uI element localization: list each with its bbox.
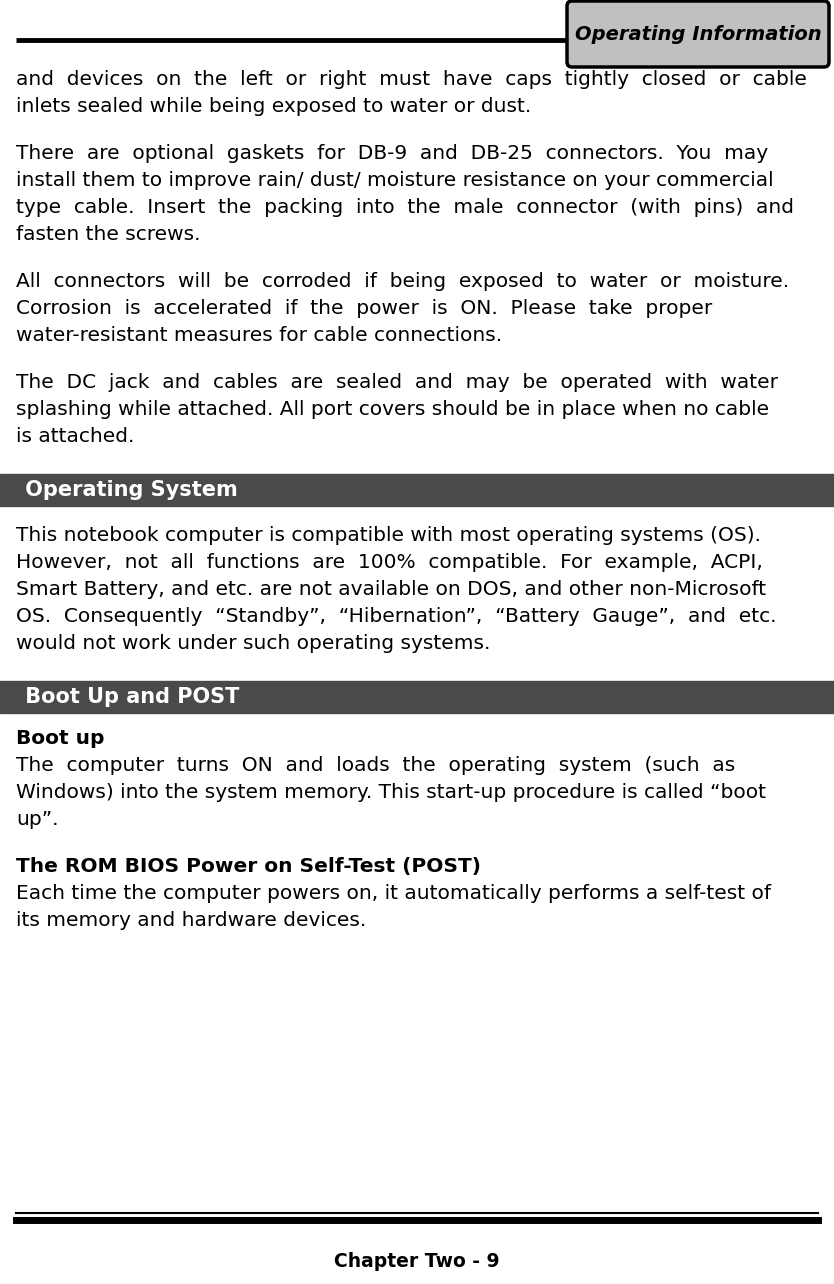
Text: is attached.: is attached. <box>16 428 134 446</box>
Text: inlets sealed while being exposed to water or dust.: inlets sealed while being exposed to wat… <box>16 98 531 116</box>
Text: install them to improve rain/ dust/ moisture resistance on your commercial: install them to improve rain/ dust/ mois… <box>16 171 774 190</box>
Text: its memory and hardware devices.: its memory and hardware devices. <box>16 912 366 930</box>
Text: Windows) into the system memory. This start-up procedure is called “boot: Windows) into the system memory. This st… <box>16 783 766 802</box>
Text: Boot Up and POST: Boot Up and POST <box>18 687 239 707</box>
Bar <box>0 681 834 713</box>
Text: Corrosion  is  accelerated  if  the  power  is  ON.  Please  take  proper: Corrosion is accelerated if the power is… <box>16 299 712 318</box>
Text: water-resistant measures for cable connections.: water-resistant measures for cable conne… <box>16 326 502 345</box>
Text: All  connectors  will  be  corroded  if  being  exposed  to  water  or  moisture: All connectors will be corroded if being… <box>16 272 789 291</box>
Text: The ROM BIOS Power on Self-Test (POST): The ROM BIOS Power on Self-Test (POST) <box>16 856 481 876</box>
Text: Operating System: Operating System <box>18 480 238 499</box>
Text: Boot up: Boot up <box>16 729 104 749</box>
Text: would not work under such operating systems.: would not work under such operating syst… <box>16 634 490 654</box>
Text: However,  not  all  functions  are  100%  compatible.  For  example,  ACPI,: However, not all functions are 100% comp… <box>16 553 763 571</box>
Text: This notebook computer is compatible with most operating systems (OS).: This notebook computer is compatible wit… <box>16 526 761 544</box>
Text: up”.: up”. <box>16 810 58 829</box>
Text: There  are  optional  gaskets  for  DB-9  and  DB-25  connectors.  You  may: There are optional gaskets for DB-9 and … <box>16 144 768 163</box>
Text: type  cable.  Insert  the  packing  into  the  male  connector  (with  pins)  an: type cable. Insert the packing into the … <box>16 198 794 217</box>
FancyBboxPatch shape <box>567 1 829 67</box>
Bar <box>0 474 834 506</box>
Text: and  devices  on  the  left  or  right  must  have  caps  tightly  closed  or  c: and devices on the left or right must ha… <box>16 71 806 89</box>
Text: The  DC  jack  and  cables  are  sealed  and  may  be  operated  with  water: The DC jack and cables are sealed and ma… <box>16 372 778 392</box>
Text: fasten the screws.: fasten the screws. <box>16 225 200 244</box>
Text: Smart Battery, and etc. are not available on DOS, and other non-Microsoft: Smart Battery, and etc. are not availabl… <box>16 580 766 600</box>
Text: Operating Information: Operating Information <box>575 24 821 44</box>
Text: OS.  Consequently  “Standby”,  “Hibernation”,  “Battery  Gauge”,  and  etc.: OS. Consequently “Standby”, “Hibernation… <box>16 607 776 627</box>
Text: splashing while attached. All port covers should be in place when no cable: splashing while attached. All port cover… <box>16 401 769 419</box>
Text: Chapter Two - 9: Chapter Two - 9 <box>334 1252 500 1271</box>
Text: The  computer  turns  ON  and  loads  the  operating  system  (such  as: The computer turns ON and loads the oper… <box>16 756 736 776</box>
Text: Each time the computer powers on, it automatically performs a self-test of: Each time the computer powers on, it aut… <box>16 883 771 903</box>
